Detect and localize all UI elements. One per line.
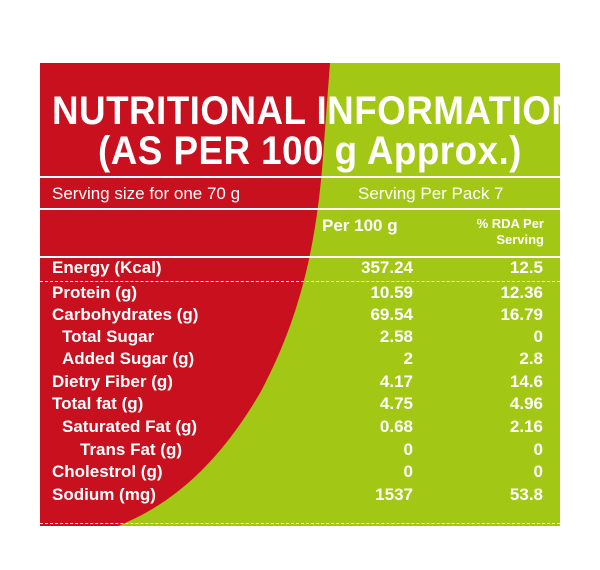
nutrition-panel: NUTRITIONAL INFORMATION (AS PER 100 g Ap…	[40, 63, 560, 526]
row-per100-saturated-fat: 0.68	[379, 417, 413, 436]
row-label-total-sugar: Total Sugar	[62, 327, 155, 346]
row-rda-saturated-fat: 2.16	[509, 417, 543, 436]
divider-header	[40, 256, 560, 258]
row-rda-carbohydrates: 16.79	[500, 305, 543, 324]
row-label-energy: Energy (Kcal)	[52, 258, 162, 277]
row-rda-protein: 12.36	[500, 283, 543, 302]
row-label-total-fat: Total fat (g)	[52, 394, 144, 413]
row-per100-total-sugar: 2.58	[379, 327, 413, 346]
divider-bottom	[40, 523, 560, 524]
row-label-protein: Protein (g)	[52, 283, 137, 302]
row-label-dietry-fiber: Dietry Fiber (g)	[52, 372, 173, 391]
row-per100-dietry-fiber: 4.17	[379, 372, 413, 391]
divider-top	[40, 176, 560, 178]
row-rda-total-sugar: 0	[533, 327, 543, 346]
row-label-added-sugar: Added Sugar (g)	[62, 349, 195, 368]
row-rda-total-fat: 4.96	[509, 394, 543, 413]
row-label-saturated-fat: Saturated Fat (g)	[62, 417, 198, 436]
row-rda-cholestrol: 0	[533, 462, 543, 481]
col-header-rda-2: Serving	[496, 232, 544, 247]
row-per100-energy: 357.24	[361, 258, 413, 277]
row-per100-carbohydrates: 69.54	[370, 305, 413, 324]
row-rda-dietry-fiber: 14.6	[509, 372, 543, 391]
title-line-1: NUTRITIONAL INFORMATION	[52, 89, 560, 133]
row-per100-total-fat: 4.75	[379, 394, 413, 413]
row-label-carbohydrates: Carbohydrates (g)	[52, 305, 199, 324]
red-background	[40, 63, 330, 526]
two-tone-background	[40, 63, 560, 526]
serving-size: Serving size for one 70 g	[52, 184, 241, 203]
row-per100-sodium: 1537	[375, 485, 413, 504]
row-per100-added-sugar: 2	[403, 349, 413, 368]
row-rda-energy: 12.5	[509, 258, 543, 277]
title-line-2: (AS PER 100 g Approx.)	[98, 129, 522, 173]
divider-serving	[40, 208, 560, 210]
row-per100-protein: 10.59	[370, 283, 413, 302]
row-label-sodium: Sodium (mg)	[52, 485, 156, 504]
row-per100-trans-fat: 0	[403, 440, 413, 459]
row-label-trans-fat: Trans Fat (g)	[80, 440, 183, 459]
serving-per-pack: Serving Per Pack 7	[358, 184, 504, 203]
col-header-per100: Per 100 g	[322, 216, 398, 235]
divider-energy	[40, 281, 560, 282]
row-label-cholestrol: Cholestrol (g)	[52, 462, 163, 481]
row-per100-cholestrol: 0	[403, 462, 413, 481]
row-rda-added-sugar: 2.8	[519, 349, 543, 368]
row-rda-trans-fat: 0	[533, 440, 543, 459]
col-header-rda-1: % RDA Per	[476, 216, 544, 231]
row-rda-sodium: 53.8	[509, 485, 543, 504]
